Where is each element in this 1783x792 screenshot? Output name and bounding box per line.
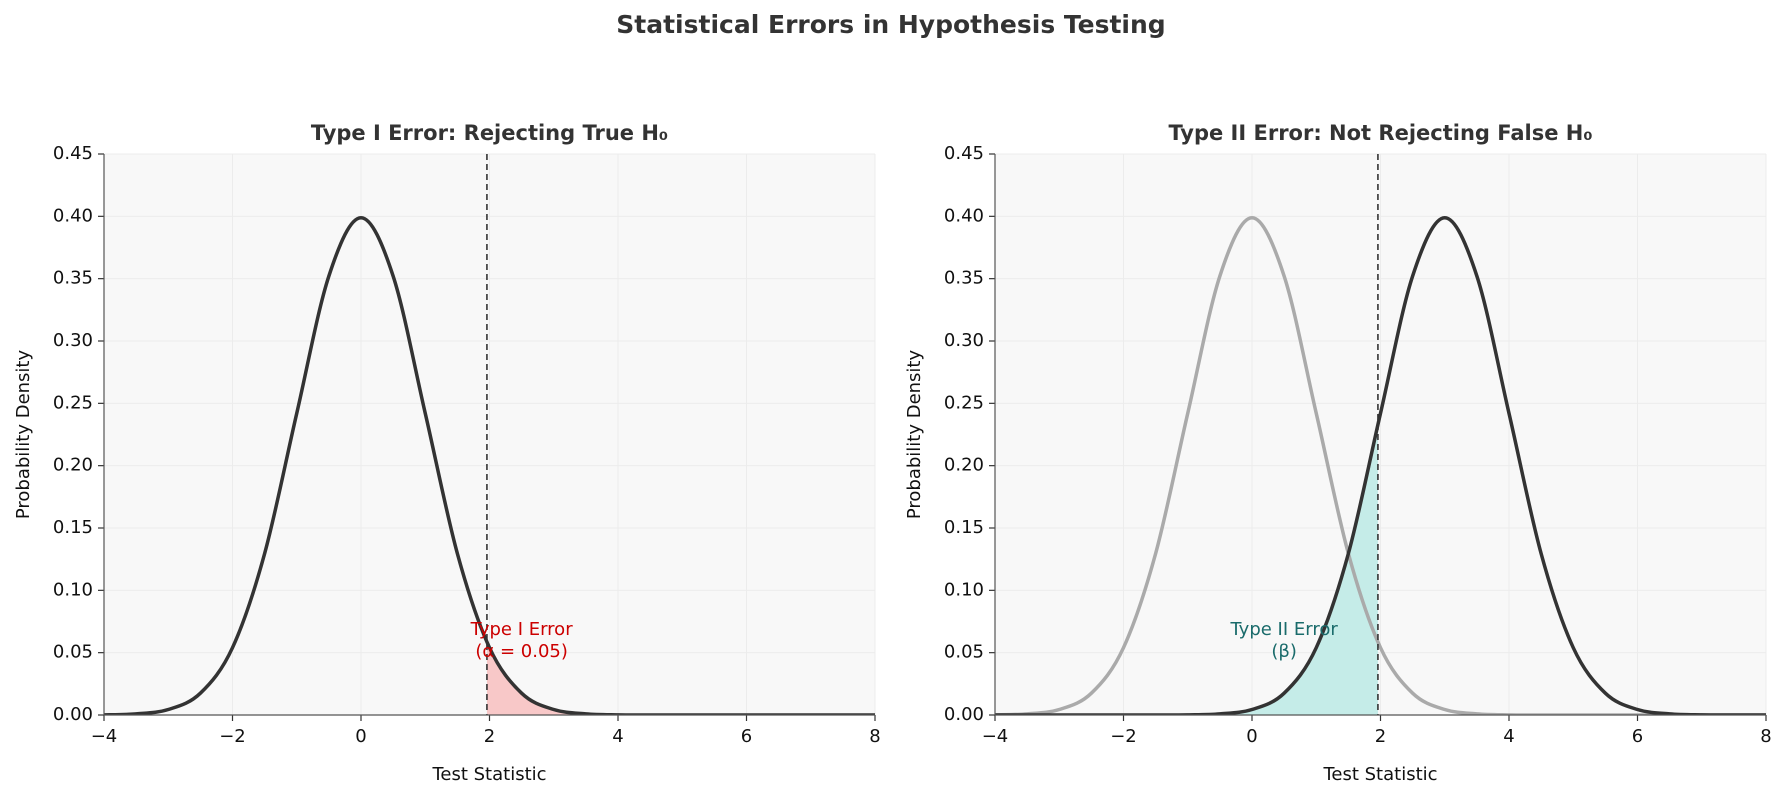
y-tick-label: 0.15 <box>53 517 93 538</box>
annotation: (α = 0.05) <box>475 641 568 662</box>
x-axis-label: Test Statistic <box>1322 764 1437 785</box>
x-tick-label: 8 <box>1760 726 1771 747</box>
x-tick-label: −2 <box>1110 726 1137 747</box>
y-tick-label: 0.00 <box>53 704 93 725</box>
y-tick-label: 0.25 <box>53 392 93 413</box>
annotation: Type I Error <box>470 619 574 640</box>
y-axis-label: Probability Density <box>904 350 925 520</box>
shaded-area <box>995 424 1378 715</box>
x-tick-label: 6 <box>1632 726 1643 747</box>
x-tick-label: 8 <box>869 726 880 747</box>
figure-title: Statistical Errors in Hypothesis Testing <box>616 10 1165 39</box>
y-tick-label: 0.10 <box>944 579 984 600</box>
x-tick-label: 4 <box>612 726 623 747</box>
y-tick-label: 0.30 <box>944 330 984 351</box>
x-tick-label: −2 <box>219 726 246 747</box>
y-tick-label: 0.45 <box>53 143 93 164</box>
x-tick-label: 0 <box>355 726 366 747</box>
shaded-area <box>486 641 875 715</box>
y-tick-label: 0.45 <box>944 143 984 164</box>
y-tick-label: 0.35 <box>53 268 93 289</box>
subplot-title: Type II Error: Not Rejecting False H₀ <box>1168 121 1592 145</box>
x-tick-label: 2 <box>1375 726 1386 747</box>
x-tick-label: 2 <box>484 726 495 747</box>
y-tick-label: 0.40 <box>944 205 984 226</box>
y-tick-label: 0.05 <box>944 642 984 663</box>
density-curve <box>995 215 1766 715</box>
y-tick-label: 0.35 <box>944 268 984 289</box>
y-tick-label: 0.20 <box>944 455 984 476</box>
y-tick-label: 0.40 <box>53 205 93 226</box>
annotation: Type II Error <box>1229 619 1338 640</box>
x-tick-label: 6 <box>741 726 752 747</box>
y-axis-label: Probability Density <box>13 350 34 520</box>
x-tick-label: 4 <box>1503 726 1514 747</box>
y-tick-label: 0.25 <box>944 392 984 413</box>
y-tick-label: 0.05 <box>53 642 93 663</box>
y-tick-label: 0.15 <box>944 517 984 538</box>
y-tick-label: 0.30 <box>53 330 93 351</box>
y-tick-label: 0.10 <box>53 579 93 600</box>
annotation: (β) <box>1271 641 1297 662</box>
density-curve <box>104 215 875 715</box>
y-tick-label: 0.00 <box>944 704 984 725</box>
plot-area <box>104 215 875 715</box>
subplot-title: Type I Error: Rejecting True H₀ <box>311 121 668 145</box>
y-tick-label: 0.20 <box>53 455 93 476</box>
plot-area <box>995 215 1766 715</box>
x-tick-label: 0 <box>1246 726 1257 747</box>
x-axis-label: Test Statistic <box>431 764 546 785</box>
x-tick-label: −4 <box>91 726 118 747</box>
x-tick-label: −4 <box>982 726 1009 747</box>
